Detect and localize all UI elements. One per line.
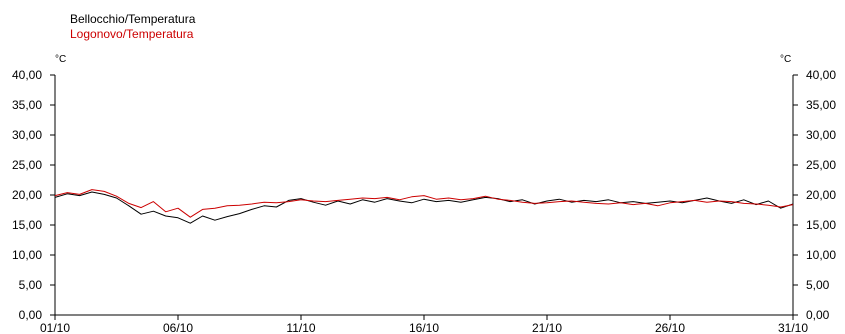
right-y-unit: °C bbox=[780, 54, 791, 65]
series-line-bellocchio bbox=[54, 191, 794, 224]
x-tick-label: 16/10 bbox=[409, 321, 439, 334]
x-tick-label: 26/10 bbox=[655, 321, 685, 334]
x-tick-label: 06/10 bbox=[163, 321, 193, 334]
x-axis: 01/10 06/10 11/10 16/10 21/10 26/10 31/10 bbox=[40, 315, 808, 334]
y-tick-label-right: 20,00 bbox=[806, 188, 836, 202]
y-tick-label-left: 10,00 bbox=[12, 248, 42, 262]
left-y-axis: 0,00 5,00 10,00 15,00 20,00 25,00 30,00 35,00 40… bbox=[12, 68, 55, 322]
y-tick-label-left: 5,00 bbox=[19, 278, 43, 292]
y-tick-label-right: 35,00 bbox=[806, 98, 836, 112]
legend: Bellocchio/Temperatura Logonovo/Temperat… bbox=[70, 12, 195, 42]
y-tick-label-right: 40,00 bbox=[806, 68, 836, 82]
right-y-axis: 0,00 5,00 10,00 15,00 20,00 25,00 30,00 35,00 40… bbox=[793, 68, 836, 322]
y-tick-label-right: 25,00 bbox=[806, 158, 836, 172]
y-tick-label-left: 20,00 bbox=[12, 188, 42, 202]
left-y-unit: °C bbox=[55, 54, 66, 65]
x-tick-label: 01/10 bbox=[40, 321, 70, 334]
legend-entry-bellocchio: Bellocchio/Temperatura bbox=[70, 12, 196, 26]
y-tick-label-right: 5,00 bbox=[806, 278, 830, 292]
legend-entry-logonovo: Logonovo/Temperatura bbox=[70, 27, 194, 41]
x-tick-label: 31/10 bbox=[778, 321, 808, 334]
series-line-logonovo bbox=[54, 189, 794, 218]
y-tick-label-left: 0,00 bbox=[19, 308, 43, 322]
x-tick-label: 21/10 bbox=[532, 321, 562, 334]
y-tick-label-left: 30,00 bbox=[12, 128, 42, 142]
x-tick-label: 11/10 bbox=[286, 321, 315, 334]
y-tick-label-right: 10,00 bbox=[806, 248, 836, 262]
y-tick-label-right: 15,00 bbox=[806, 218, 836, 232]
y-tick-label-left: 40,00 bbox=[12, 68, 42, 82]
plot-lines bbox=[54, 189, 794, 224]
y-tick-label-right: 0,00 bbox=[806, 308, 830, 322]
y-tick-label-left: 25,00 bbox=[12, 158, 42, 172]
y-tick-label-left: 35,00 bbox=[12, 98, 42, 112]
axes bbox=[54, 75, 794, 316]
y-tick-label-left: 15,00 bbox=[12, 218, 42, 232]
y-tick-label-right: 30,00 bbox=[806, 128, 836, 142]
